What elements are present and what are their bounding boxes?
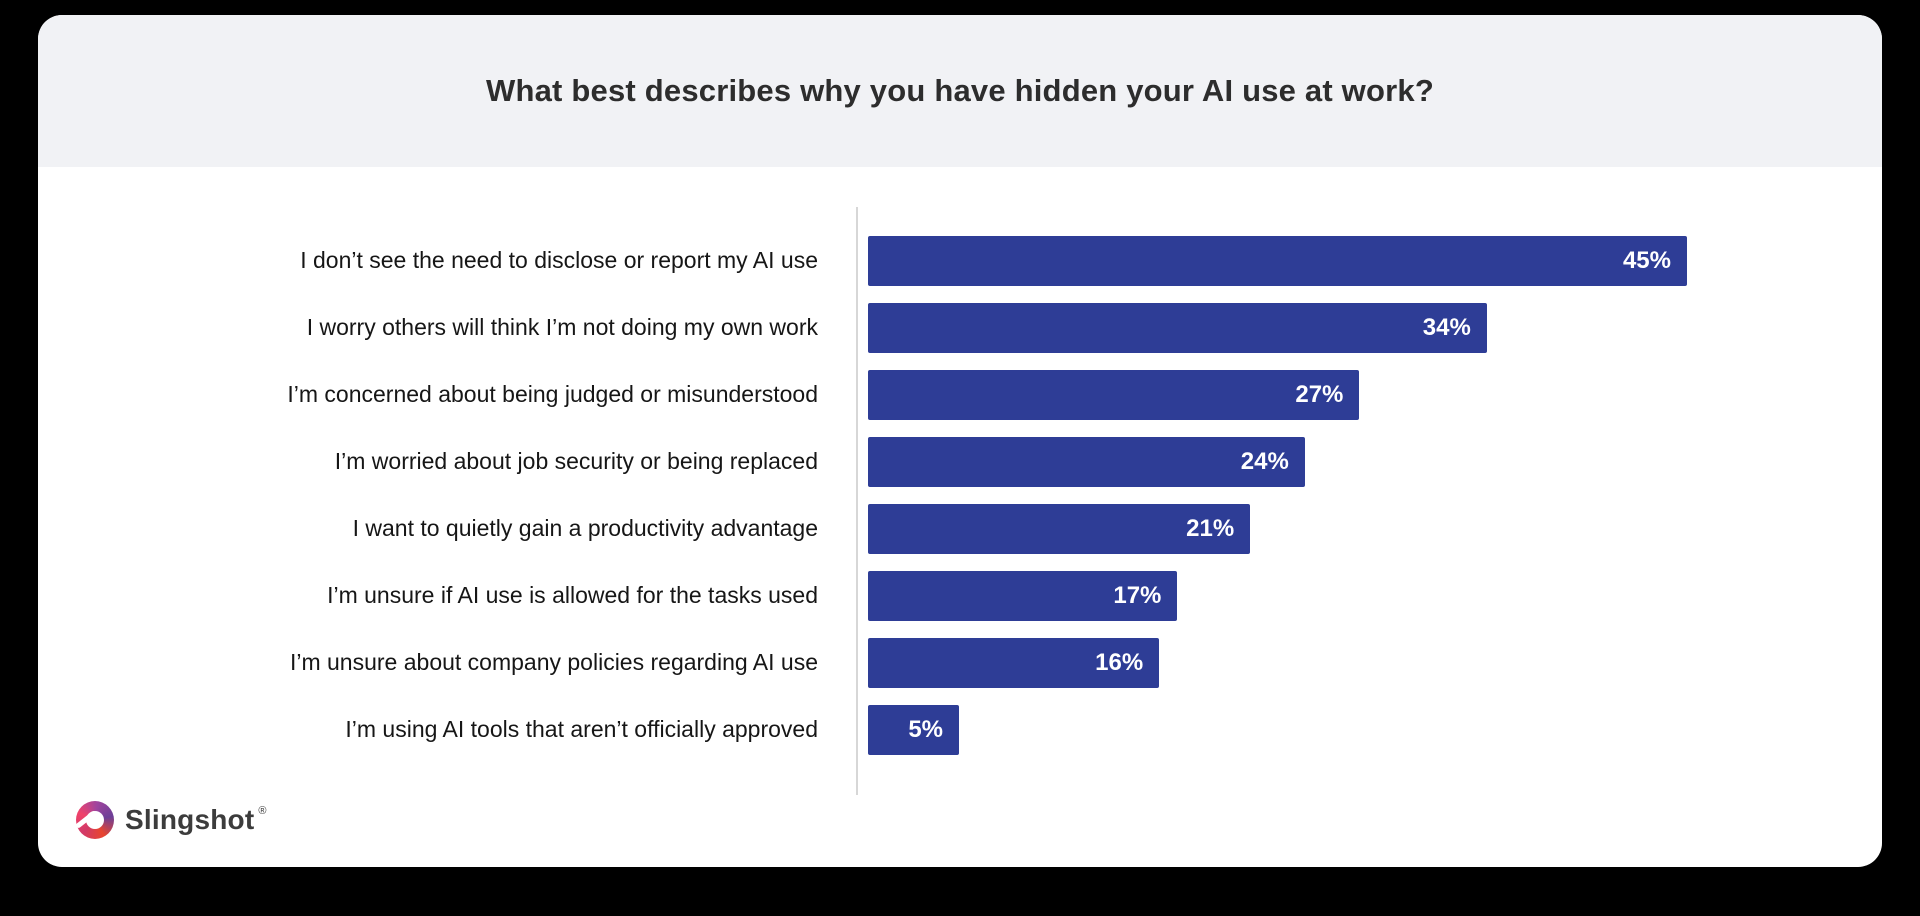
chart-card: What best describes why you have hidden … xyxy=(38,15,1882,867)
bar: 16% xyxy=(868,638,1160,688)
category-label: I’m unsure about company policies regard… xyxy=(289,649,818,676)
chart-title: What best describes why you have hidden … xyxy=(486,73,1434,108)
bar-track: 34% xyxy=(848,303,1882,353)
value-label: 5% xyxy=(908,716,943,743)
value-label: 24% xyxy=(1240,448,1289,475)
category-label: I’m concerned about being judged or misu… xyxy=(287,381,818,408)
bar: 24% xyxy=(868,437,1305,487)
chart-row: I’m worried about job security or being … xyxy=(38,437,1882,487)
bar: 27% xyxy=(868,370,1360,420)
category-label: I worry others will think I’m not doing … xyxy=(306,314,818,341)
bar: 21% xyxy=(868,504,1251,554)
bar-chart: I don’t see the need to disclose or repo… xyxy=(38,167,1882,755)
bar-track: 45% xyxy=(848,236,1882,286)
slingshot-logo-icon xyxy=(76,801,114,839)
chart-header: What best describes why you have hidden … xyxy=(38,15,1882,167)
trademark-symbol: ® xyxy=(258,805,267,817)
chart-row: I’m unsure about company policies regard… xyxy=(38,638,1882,688)
bar-track: 21% xyxy=(848,504,1882,554)
chart-row: I want to quietly gain a productivity ad… xyxy=(38,504,1882,554)
bar-track: 5% xyxy=(848,705,1882,755)
chart-row: I don’t see the need to disclose or repo… xyxy=(38,236,1882,286)
chart-area: I don’t see the need to disclose or repo… xyxy=(38,167,1882,867)
bar-track: 16% xyxy=(848,638,1882,688)
value-label: 16% xyxy=(1095,649,1144,676)
value-label: 45% xyxy=(1622,247,1671,274)
bar: 5% xyxy=(868,705,959,755)
category-label: I’m unsure if AI use is allowed for the … xyxy=(327,582,818,609)
category-label: I don’t see the need to disclose or repo… xyxy=(300,247,818,274)
bar: 34% xyxy=(868,303,1487,353)
axis-baseline xyxy=(856,207,858,795)
bar-track: 27% xyxy=(848,370,1882,420)
category-label: I want to quietly gain a productivity ad… xyxy=(352,515,818,542)
bar: 45% xyxy=(868,236,1687,286)
brand-footer: Slingshot ® xyxy=(76,801,266,839)
bar-track: 24% xyxy=(848,437,1882,487)
bar-track: 17% xyxy=(848,571,1882,621)
category-label: I’m worried about job security or being … xyxy=(334,448,818,475)
value-label: 21% xyxy=(1186,515,1235,542)
value-label: 17% xyxy=(1113,582,1162,609)
category-label: I’m using AI tools that aren’t officiall… xyxy=(345,716,818,743)
bar: 17% xyxy=(868,571,1178,621)
chart-row: I’m concerned about being judged or misu… xyxy=(38,370,1882,420)
value-label: 27% xyxy=(1295,381,1344,408)
chart-row: I’m unsure if AI use is allowed for the … xyxy=(38,571,1882,621)
chart-row: I’m using AI tools that aren’t officiall… xyxy=(38,705,1882,755)
chart-row: I worry others will think I’m not doing … xyxy=(38,303,1882,353)
value-label: 34% xyxy=(1422,314,1471,341)
brand-name: Slingshot xyxy=(125,804,255,835)
